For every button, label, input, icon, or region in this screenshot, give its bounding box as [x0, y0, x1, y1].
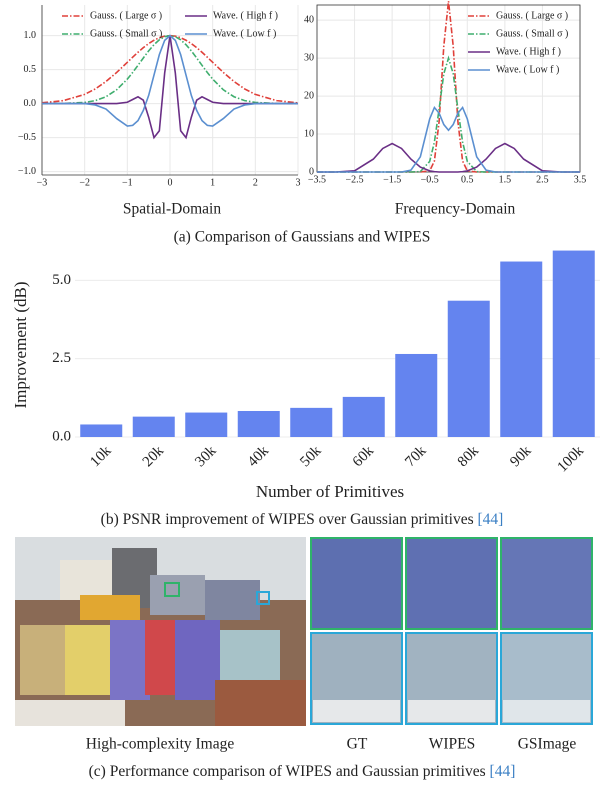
y-tick-label: −0.5 [18, 132, 36, 143]
x-axis-title: Number of Primitives [256, 482, 404, 501]
x-axis-title: Spatial-Domain [123, 201, 221, 218]
series-line [42, 34, 298, 127]
legend-label: Wave. ( High f ) [496, 46, 561, 57]
x-tick-label: 30k [192, 443, 220, 471]
x-tick-label: −2 [79, 177, 90, 188]
legend-label: Wave. ( Low f ) [213, 28, 276, 39]
series-line [317, 55, 580, 173]
bar [290, 407, 333, 437]
bar [500, 261, 543, 437]
x-tick-label: 1 [210, 177, 215, 188]
caption-b-text: (b) PSNR improvement of WIPES over Gauss… [101, 511, 474, 528]
series-line [41, 34, 299, 104]
x-tick-label: 20k [140, 443, 168, 471]
bar [342, 396, 385, 437]
bar [80, 424, 123, 437]
series-line [317, 1, 580, 173]
bar [552, 250, 595, 437]
y-tick-label: 40 [304, 14, 314, 25]
legend-label: Gauss. ( Large σ ) [496, 10, 568, 21]
x-tick-label: −3 [37, 177, 48, 188]
x-tick-label: 2 [253, 177, 258, 188]
caption-a: (a) Comparison of Gaussians and WIPES [174, 229, 431, 246]
image-label: GT [347, 736, 368, 753]
x-tick-label: 60k [350, 443, 378, 471]
crops [310, 537, 593, 725]
legend-label: Wave. ( High f ) [213, 10, 278, 21]
x-tick-label: −0.5 [421, 174, 439, 185]
y-tick-label: 0.5 [24, 64, 37, 75]
bar [395, 353, 438, 437]
x-tick-label: 100k [554, 443, 587, 476]
y-tick-label: 1.0 [24, 30, 37, 41]
image-label: GSImage [518, 736, 577, 753]
y-tick-label: 0 [309, 166, 314, 177]
citation[interactable]: [44] [478, 511, 504, 528]
legend-label: Gauss. ( Small σ ) [90, 28, 162, 39]
x-tick-label: 70k [402, 443, 430, 471]
x-tick-label: 0.5 [461, 174, 474, 185]
x-tick-label: 1.5 [499, 174, 512, 185]
legend-label: Wave. ( Low f ) [496, 64, 559, 75]
y-tick-label: 30 [304, 52, 314, 63]
bar [237, 410, 280, 437]
y-tick-label: 2.5 [52, 350, 71, 366]
series-line [317, 142, 580, 173]
y-tick-label: 20 [304, 90, 314, 101]
x-tick-label: 40k [245, 443, 273, 471]
x-tick-label: 0 [168, 177, 173, 188]
x-tick-label: 90k [507, 443, 535, 471]
y-tick-label: 10 [304, 128, 314, 139]
legend-label: Gauss. ( Small σ ) [496, 28, 568, 39]
x-tick-label: 80k [455, 443, 483, 471]
bar [447, 300, 490, 437]
bar [132, 416, 175, 437]
y-axis-title: Improvement (dB) [11, 282, 30, 409]
bar [185, 412, 228, 437]
x-tick-label: −3.5 [308, 174, 326, 185]
x-tick-label: 10k [87, 443, 115, 471]
y-tick-label: 0.0 [24, 98, 37, 109]
series-line [317, 105, 580, 173]
caption-c: (c) Performance comparison of WIPES and … [89, 763, 516, 780]
x-tick-label: 2.5 [536, 174, 549, 185]
y-tick-label: 0.0 [52, 428, 71, 444]
y-tick-label: 5.0 [52, 272, 71, 288]
x-tick-label: 50k [297, 443, 325, 471]
x-axis-title: Frequency-Domain [395, 201, 516, 218]
citation[interactable]: [44] [490, 763, 516, 780]
y-tick-label: −1.0 [18, 166, 36, 177]
photo [15, 537, 306, 726]
x-tick-label: −1 [122, 177, 133, 188]
x-tick-label: −1.5 [383, 174, 401, 185]
x-tick-label: 3.5 [574, 174, 587, 185]
x-tick-label: 3 [296, 177, 301, 188]
caption-b: (b) PSNR improvement of WIPES over Gauss… [101, 511, 504, 528]
image-label: WIPES [429, 736, 476, 753]
x-tick-label: −2.5 [346, 174, 364, 185]
caption-c-text: (c) Performance comparison of WIPES and … [89, 763, 486, 780]
legend-label: Gauss. ( Large σ ) [90, 10, 162, 21]
image-label: High-complexity Image [86, 736, 235, 753]
